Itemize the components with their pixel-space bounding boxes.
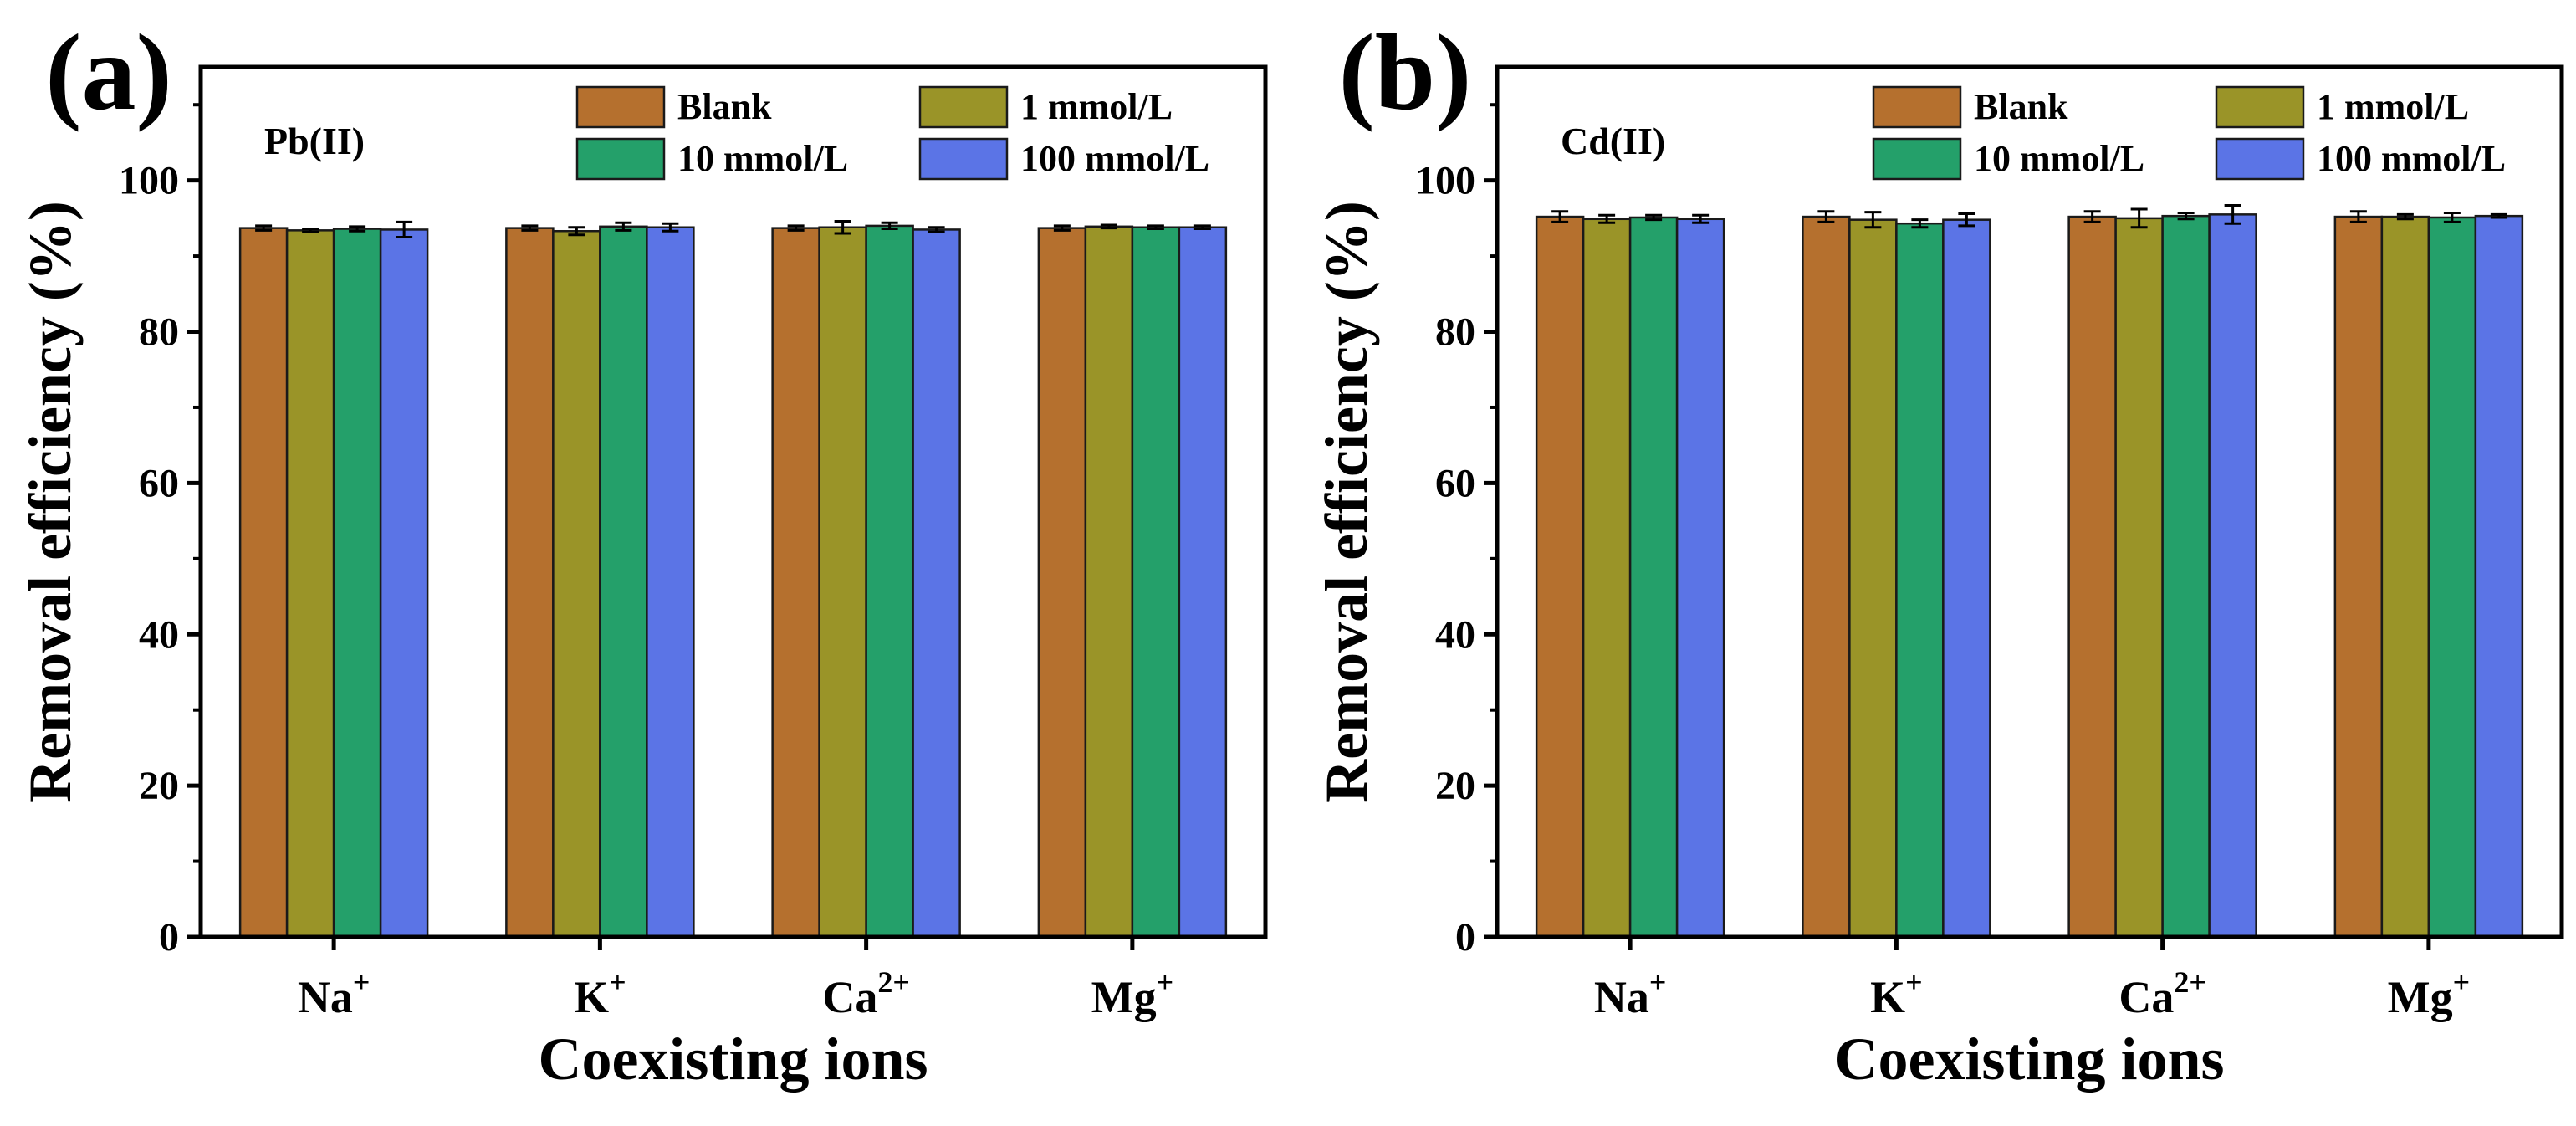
bar-100-mmol-l-na — [379, 228, 429, 939]
bar-1-mmol-l-k — [1848, 218, 1898, 939]
legend-label: Blank — [1974, 86, 2068, 127]
y-tick-label: 100 — [1415, 159, 1475, 203]
x-tick-label: Mg+ — [1091, 965, 1173, 1022]
x-tick-label: Ca2+ — [2119, 965, 2206, 1022]
bar-blank-ca — [2067, 215, 2117, 939]
legend-label: 10 mmol/L — [677, 138, 848, 179]
y-axis-title: Removal efficiency (%) — [17, 201, 84, 803]
legend: Blank 1 mmol/L 10 mmol/L 100 mmol/L — [575, 85, 1209, 181]
bar-100-mmol-l-na — [1675, 218, 1725, 939]
plot-frame — [198, 64, 1268, 939]
bar-1-mmol-l-ca — [818, 226, 867, 939]
bar-100-mmol-l-ca — [912, 228, 961, 939]
y-tick-label: 20 — [1435, 764, 1475, 808]
bar-blank-mg — [2333, 215, 2384, 939]
bar-10-mmol-l-mg — [2427, 216, 2477, 939]
metal-annotation: Pb(II) — [264, 120, 365, 162]
x-tick-label: Ca2+ — [822, 965, 910, 1022]
y-axis-title: Removal efficiency (%) — [1313, 201, 1380, 803]
bar-100-mmol-l-ca — [2208, 213, 2257, 939]
bar-10-mmol-l-na — [1628, 216, 1679, 939]
bar-1-mmol-l-ca — [2114, 217, 2164, 939]
y-tick-label: 40 — [139, 612, 179, 657]
y-tick-label: 0 — [1455, 915, 1475, 960]
legend-swatch — [918, 85, 1009, 129]
x-axis-title: Coexisting ions — [1834, 1026, 2224, 1093]
y-tick-label: 0 — [159, 915, 179, 960]
bar-10-mmol-l-k — [1895, 222, 1945, 939]
bar-100-mmol-l-k — [1942, 218, 1991, 939]
legend-label: Blank — [677, 86, 772, 127]
legend-swatch — [918, 137, 1009, 181]
bar-blank-na — [1535, 215, 1585, 939]
bar-100-mmol-l-mg — [2474, 214, 2524, 939]
x-axis-title: Coexisting ions — [538, 1026, 928, 1093]
bar-100-mmol-l-k — [646, 226, 695, 939]
bar-10-mmol-l-k — [599, 225, 648, 939]
legend-swatch — [575, 85, 666, 129]
bar-1-mmol-l-mg — [2380, 215, 2430, 939]
bar-blank-mg — [1037, 227, 1087, 939]
legend-label: 100 mmol/L — [2317, 138, 2506, 179]
bar-blank-k — [505, 227, 555, 939]
legend-label: 10 mmol/L — [1974, 138, 2144, 179]
bar-blank-ca — [771, 227, 820, 939]
bar-1-mmol-l-na — [285, 229, 335, 939]
y-tick-label: 100 — [119, 159, 179, 203]
panel-label: (b) — [1339, 13, 1472, 133]
legend-swatch — [2215, 137, 2305, 181]
y-tick-label: 20 — [139, 764, 179, 808]
legend-swatch — [1872, 137, 1962, 181]
plot-frame — [1495, 64, 2564, 939]
x-tick-label: Mg+ — [2388, 965, 2470, 1022]
panel-label: (a) — [45, 13, 172, 133]
bar-10-mmol-l-ca — [2161, 214, 2211, 939]
x-tick-label: K+ — [1870, 965, 1923, 1022]
y-tick-label: 80 — [1435, 310, 1475, 355]
legend-label: 100 mmol/L — [1020, 138, 1209, 179]
bar-1-mmol-l-k — [552, 229, 601, 939]
legend-label: 1 mmol/L — [2317, 86, 2469, 127]
legend: Blank 1 mmol/L 10 mmol/L 100 mmol/L — [1872, 85, 2506, 181]
legend-swatch — [575, 137, 666, 181]
y-tick-label: 80 — [139, 310, 179, 355]
y-tick-label: 60 — [139, 461, 179, 505]
bar-blank-k — [1802, 215, 1851, 939]
bar-1-mmol-l-na — [1582, 218, 1632, 939]
panel-b: 0 20 40 60 80 100 Na+ K+ Ca2+ Mg+ Coexisting ions R… — [1313, 13, 2564, 1093]
bar-1-mmol-l-mg — [1084, 225, 1134, 939]
x-tick-label: Na+ — [1594, 965, 1667, 1022]
metal-annotation: Cd(II) — [1561, 120, 1665, 162]
bar-blank-na — [238, 227, 289, 939]
bar-10-mmol-l-mg — [1131, 226, 1181, 939]
bar-10-mmol-l-ca — [865, 224, 914, 939]
y-tick-label: 60 — [1435, 461, 1475, 505]
legend-swatch — [1872, 85, 1962, 129]
bar-100-mmol-l-mg — [1178, 226, 1228, 939]
x-tick-label: K+ — [574, 965, 626, 1022]
y-tick-label: 40 — [1435, 612, 1475, 657]
x-tick-label: Na+ — [298, 965, 371, 1022]
legend-label: 1 mmol/L — [1020, 86, 1173, 127]
legend-swatch — [2215, 85, 2305, 129]
bar-10-mmol-l-na — [332, 228, 382, 939]
panel-a: 0 20 40 60 80 100 Na+ K+ Ca2+ Mg+ Coexisting ions R… — [17, 13, 1268, 1093]
